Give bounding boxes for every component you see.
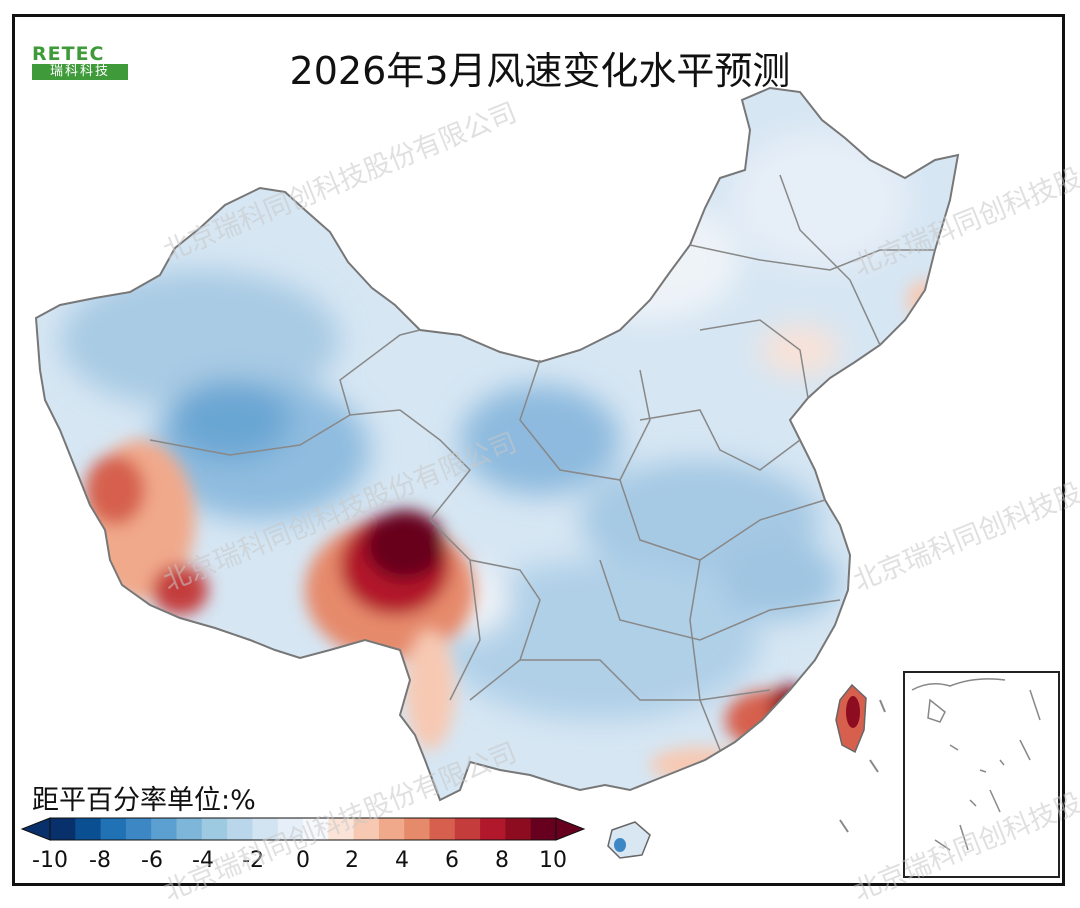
colorbar-segment <box>303 818 329 840</box>
hainan-island <box>607 821 651 859</box>
inset-coastline <box>911 678 1041 851</box>
colorbar-segment <box>75 818 102 840</box>
legend-tick-label: 8 <box>495 848 509 873</box>
colorbar-segment <box>353 818 380 840</box>
colorbar-segment <box>227 818 253 840</box>
colorbar-segment <box>50 818 76 840</box>
colorbar-border <box>49 817 557 841</box>
legend-tick-label: 10 <box>539 848 567 873</box>
colorbar-segment <box>201 818 228 840</box>
logo-subtext: 瑞科科技 <box>32 64 128 80</box>
colorbar-segment <box>454 818 481 840</box>
colorbar-segment <box>125 818 152 840</box>
legend-tick-label: 0 <box>296 848 310 873</box>
colorbar-segment <box>151 818 177 840</box>
legend-tick-label: 6 <box>445 848 459 873</box>
colorbar-segment <box>429 818 456 840</box>
colorbar-segment <box>378 818 405 840</box>
legend-tick-label: -4 <box>192 848 214 873</box>
province-borders <box>149 174 935 751</box>
sea-boundary-dashes <box>839 699 886 833</box>
legend-tick-label: -8 <box>89 848 111 873</box>
legend-tick-label: 2 <box>345 848 359 873</box>
colorbar-segment <box>277 818 304 840</box>
company-logo: RETEC 瑞科科技 <box>32 44 128 80</box>
logo-text: RETEC <box>32 43 105 65</box>
colorbar-segment <box>176 818 203 840</box>
colorbar-segment <box>404 818 430 840</box>
legend-tick-label: -2 <box>242 848 264 873</box>
colorbar-segment <box>252 818 279 840</box>
china-outline <box>34 86 960 802</box>
map-frame <box>12 14 1065 886</box>
taiwan-island <box>835 683 867 754</box>
colorbar-segment <box>505 818 532 840</box>
colorbar-segment <box>480 818 506 840</box>
legend-tick-label: -10 <box>32 848 68 873</box>
colorbar-segment <box>530 818 557 840</box>
legend-title: 距平百分率单位:% <box>32 785 256 816</box>
map-title: 2026年3月风速变化水平预测 <box>289 49 791 93</box>
colorbar-arrow-left <box>20 817 51 841</box>
legend-tick-label: 4 <box>395 848 409 873</box>
legend-tick-label: -6 <box>141 848 163 873</box>
colorbar-segment <box>328 818 355 840</box>
legend-colorbar <box>20 817 586 841</box>
colorbar-segment <box>100 818 127 840</box>
colorbar-arrow-right <box>555 817 586 841</box>
